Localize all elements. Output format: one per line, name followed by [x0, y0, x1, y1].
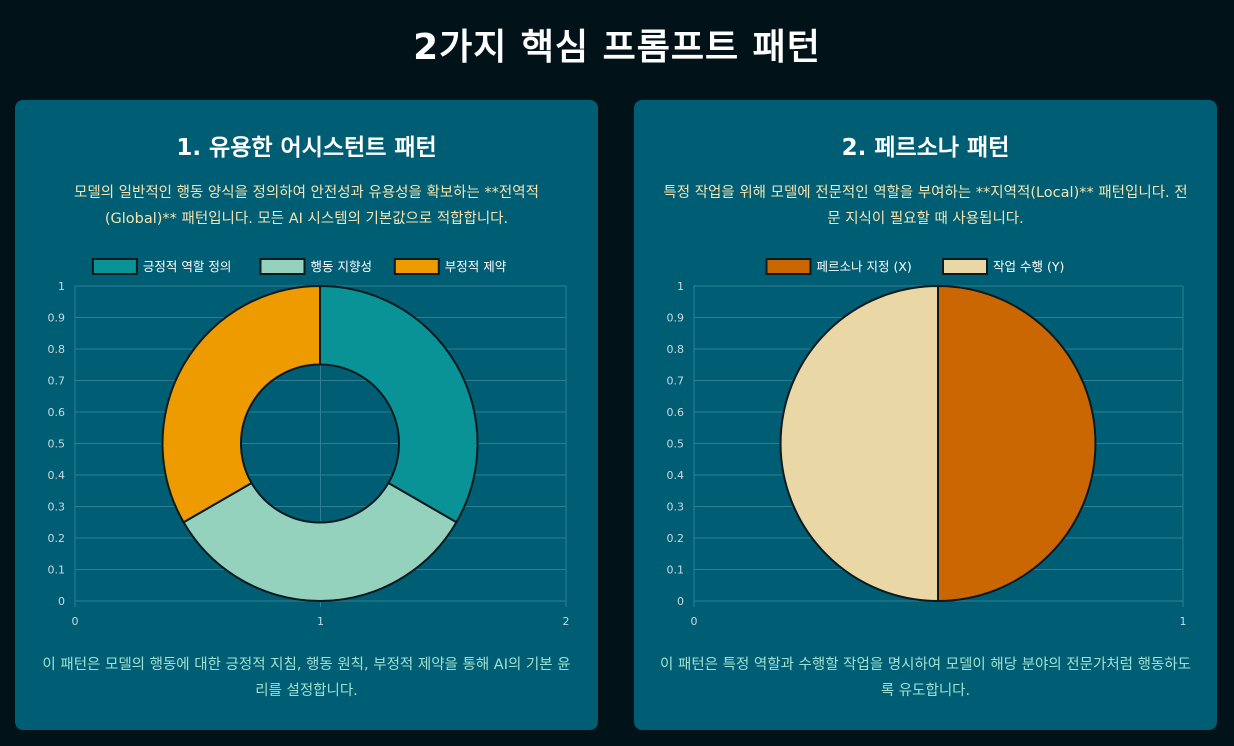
legend-label-2: 행동 지향성	[311, 259, 372, 274]
card-title: 2. 페르소나 패턴	[841, 135, 1010, 161]
legend-label-3: 부정적 제약	[445, 259, 507, 274]
y-tick-label: 0.6	[48, 406, 66, 419]
slice-2[interactable]	[182, 481, 458, 602]
slice-1[interactable]	[937, 284, 1097, 603]
y-tick-label: 0.7	[667, 375, 685, 388]
y-tick-label: 0.5	[48, 438, 66, 451]
page-title: 2가지 핵심 프롬프트 패턴	[413, 27, 821, 68]
y-tick-label: 0.4	[48, 469, 66, 482]
legend-label-2: 작업 수행 (Y)	[993, 259, 1064, 274]
y-tick-label: 0.8	[667, 343, 685, 356]
y-tick-label: 0	[677, 595, 684, 608]
y-tick-label: 0.2	[48, 532, 66, 545]
y-tick-label: 0.5	[667, 438, 685, 451]
card-note: 이 패턴은 모델의 행동에 대한 긍정적 지침, 행동 원칙, 부정적 제약을 …	[42, 657, 571, 699]
card-description: 특정 작업을 위해 모델에 전문적인 역할을 부여하는 **지역적(Local)…	[663, 185, 1188, 227]
legend-swatch-2[interactable]	[942, 258, 988, 275]
pie-chart: 0 0.1 0.2 0.3 0.4 0.5 0.6 0.7 0.8 0.9 1 0 1 페르소나 지정 (…	[667, 258, 1187, 628]
legend-swatch-3[interactable]	[393, 258, 440, 275]
y-tick-label: 0.8	[48, 343, 66, 356]
slice-3[interactable]	[161, 284, 321, 524]
legend-swatch-2[interactable]	[259, 258, 306, 275]
y-tick-label: 0.1	[667, 564, 685, 577]
legend-label-1: 긍정적 역할 정의	[143, 259, 231, 274]
y-tick-label: 0.6	[667, 406, 685, 419]
card-note: 이 패턴은 특정 역할과 수행할 작업을 명시하여 모델이 해당 분야의 전문가…	[660, 657, 1191, 699]
card-title: 1. 유용한 어시스턴트 패턴	[176, 135, 437, 161]
y-tick-label: 0.7	[48, 375, 66, 388]
y-tick-label: 0.9	[667, 312, 685, 325]
y-tick-label: 0.1	[48, 564, 66, 577]
helpful-assistant-card: 1. 유용한 어시스턴트 패턴 모델의 일반적인 행동 양식을 정의하여 안전성…	[15, 100, 598, 730]
card-description: 모델의 일반적인 행동 양식을 정의하여 안전성과 유용성을 확보하는 **전역…	[74, 185, 539, 227]
x-tick-label: 1	[317, 615, 324, 628]
x-tick-label: 0	[72, 615, 79, 628]
legend-label-1: 페르소나 지정 (X)	[817, 259, 912, 274]
y-tick-label: 0.3	[48, 501, 66, 514]
slice-1[interactable]	[319, 284, 479, 524]
y-tick-label: 1	[677, 280, 684, 293]
x-tick-label: 2	[563, 615, 570, 628]
legend-swatch-1[interactable]	[91, 258, 138, 275]
doughnut-chart: 0 0.1 0.2 0.3 0.4 0.5 0.6 0.7 0.8 0.9 1 0 1 2 긍정적 역할 정…	[48, 258, 570, 628]
y-tick-label: 0.4	[667, 469, 685, 482]
x-tick-label: 0	[691, 615, 698, 628]
y-tick-label: 1	[58, 280, 65, 293]
persona-card: 2. 페르소나 패턴 특정 작업을 위해 모델에 전문적인 역할을 부여하는 *…	[634, 100, 1217, 730]
y-tick-label: 0	[58, 595, 65, 608]
x-tick-label: 1	[1180, 615, 1187, 628]
legend-swatch-1[interactable]	[765, 258, 812, 275]
y-tick-label: 0.3	[667, 501, 685, 514]
slice-2[interactable]	[779, 284, 939, 603]
y-tick-label: 0.9	[48, 312, 66, 325]
y-tick-label: 0.2	[667, 532, 685, 545]
